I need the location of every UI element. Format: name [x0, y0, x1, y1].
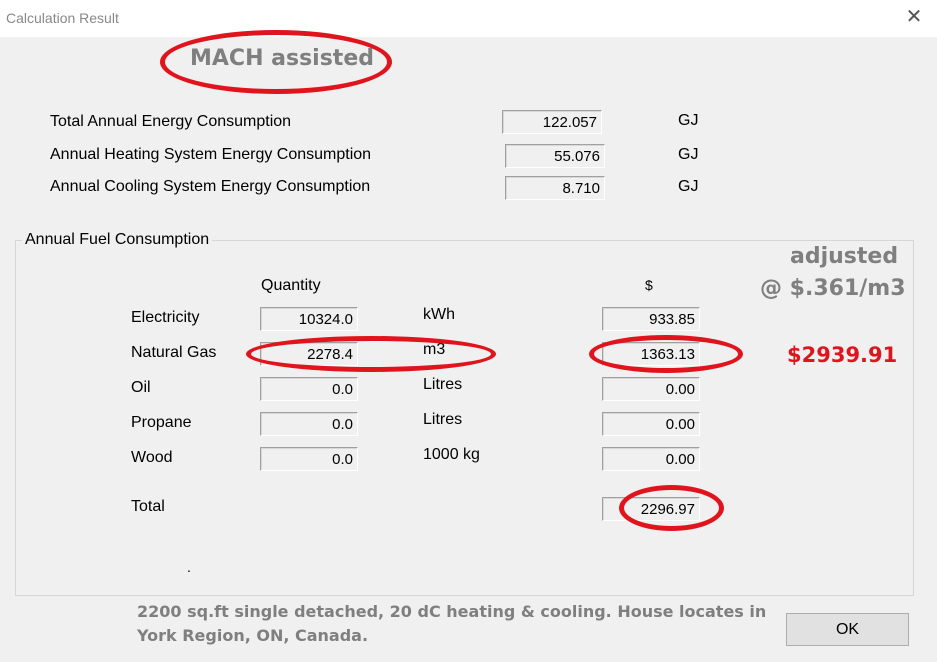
energy-label-total: Total Annual Energy Consumption [50, 113, 292, 130]
quantity-header: Quantity [261, 277, 321, 294]
fuel-cost-propane: 0.00 [602, 412, 700, 436]
total-value: 2296.97 [602, 497, 700, 521]
fuel-quantity-electricity: 10324.0 [260, 307, 358, 331]
fuel-unit-wood: 1000 kg [423, 446, 480, 463]
fuel-cost-electricity: 933.85 [602, 307, 700, 331]
footnote-line1: 2200 sq.ft single detached, 20 dC heatin… [137, 602, 767, 621]
fuel-cost-oil: 0.00 [602, 377, 700, 401]
fuel-quantity-natural-gas: 2278.4 [260, 342, 358, 366]
fuel-quantity-oil: 0.0 [260, 377, 358, 401]
energy-unit-cooling: GJ [678, 178, 699, 195]
fuel-unit-oil: Litres [423, 376, 463, 393]
ok-button[interactable]: OK [786, 613, 909, 646]
energy-value-heating: 55.076 [505, 144, 605, 168]
energy-label-heating: Annual Heating System Energy Consumption [50, 146, 372, 163]
fuel-quantity-propane: 0.0 [260, 412, 358, 436]
fuel-group-title: Annual Fuel Consumption [22, 231, 213, 249]
fuel-label-oil: Oil [131, 379, 151, 396]
mach-annotation-text: MACH assisted [190, 46, 374, 71]
fuel-label-wood: Wood [131, 449, 173, 466]
footnote-line2: York Region, ON, Canada. [137, 626, 369, 645]
fuel-cost-wood: 0.00 [602, 447, 700, 471]
energy-value-total: 122.057 [502, 110, 602, 134]
fuel-unit-propane: Litres [423, 411, 463, 428]
adjusted-annotation-line2: @ $.361/m3 [760, 276, 906, 301]
fuel-label-electricity: Electricity [131, 309, 200, 326]
stray-dot: . [187, 559, 191, 575]
fuel-unit-natural-gas: m3 [423, 341, 446, 358]
cost-header: $ [645, 277, 653, 293]
title-bar [0, 0, 937, 37]
close-icon[interactable]: ✕ [905, 6, 923, 28]
energy-label-cooling: Annual Cooling System Energy Consumption [50, 178, 371, 195]
energy-unit-heating: GJ [678, 146, 699, 163]
energy-value-cooling: 8.710 [505, 176, 605, 200]
adjusted-total-annotation: $2939.91 [787, 343, 898, 367]
adjusted-annotation-line1: adjusted [790, 244, 899, 269]
fuel-cost-natural-gas: 1363.13 [602, 342, 700, 366]
window-title: Calculation Result [6, 10, 119, 26]
total-label: Total [131, 498, 165, 515]
fuel-label-propane: Propane [131, 414, 192, 431]
fuel-quantity-wood: 0.0 [260, 447, 358, 471]
fuel-unit-electricity: kWh [423, 306, 455, 323]
energy-unit-total: GJ [678, 112, 699, 129]
fuel-groupbox [15, 240, 914, 596]
fuel-label-natural-gas: Natural Gas [131, 344, 217, 361]
